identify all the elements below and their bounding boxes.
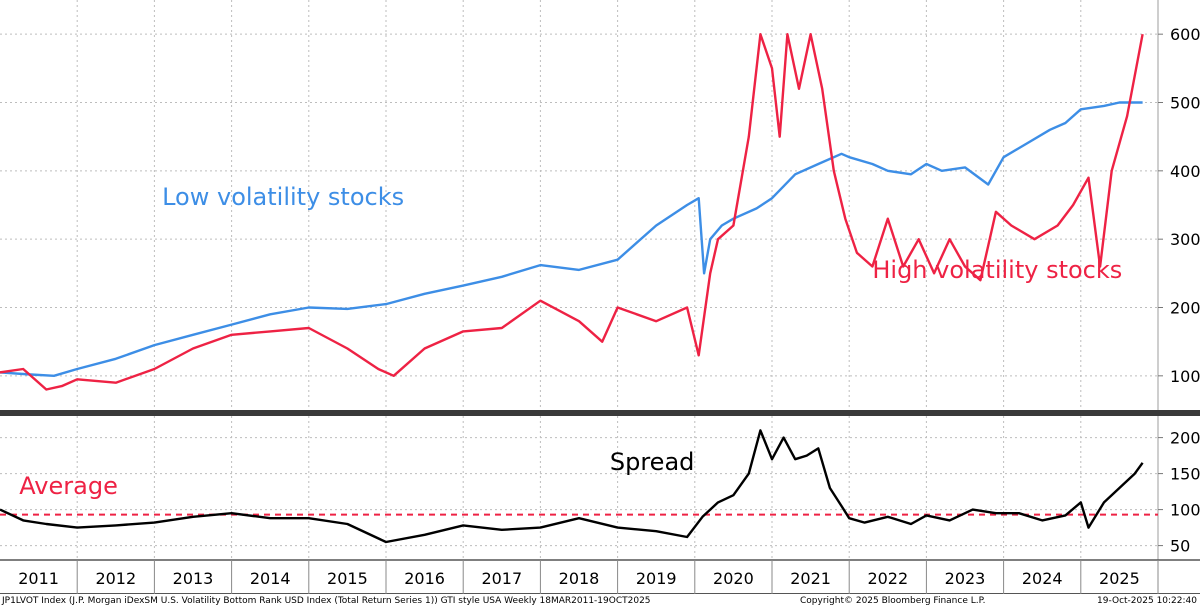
x-tick-label: 2016 (404, 569, 445, 588)
annotation-average: Average (19, 472, 118, 500)
x-tick-label: 2020 (713, 569, 754, 588)
footer-source: JP1LVOT Index (J.P. Morgan iDexSM U.S. V… (2, 596, 651, 606)
y-tick-label: 400 (1170, 162, 1200, 181)
x-tick-label: 2014 (250, 569, 291, 588)
spread-line (0, 429, 1144, 544)
x-tick-label: 2019 (636, 569, 677, 588)
y-tick-label: 100 (1170, 501, 1200, 520)
x-tick-label: 2012 (95, 569, 136, 588)
y-tick-label: 600 (1170, 25, 1200, 44)
y-tick-label: 200 (1170, 299, 1200, 318)
x-tick-label: 2021 (790, 569, 831, 588)
x-tick-label: 2017 (481, 569, 522, 588)
annotation-spread: Spread (610, 448, 695, 476)
footer-copyright: Copyright© 2025 Bloomberg Finance L.P. (800, 596, 986, 606)
x-tick-label: 2024 (1022, 569, 1063, 588)
x-tick-label: 2011 (18, 569, 59, 588)
y-tick-label: 300 (1170, 230, 1200, 249)
x-tick-label: 2025 (1099, 569, 1140, 588)
y-tick-label: 200 (1170, 429, 1200, 448)
high-volatility-stocks-line (0, 33, 1144, 391)
x-tick-label: 2018 (559, 569, 600, 588)
chart-canvas: 100 200 300 400 500 600 Low volatility stocks H… (0, 0, 1200, 594)
x-tick-label: 2013 (173, 569, 214, 588)
annotation-high-volatility-stocks: High volatility stocks (872, 256, 1122, 284)
x-tick-label: 2022 (867, 569, 908, 588)
panel-separator (0, 410, 1200, 416)
footer-timestamp: 19-Oct-2025 10:22:40 (1097, 596, 1197, 606)
y-tick-label: 50 (1170, 537, 1190, 556)
y-tick-label: 100 (1170, 367, 1200, 386)
x-tick-label: 2015 (327, 569, 368, 588)
low-volatility-stocks-line (0, 101, 1143, 377)
y-tick-label: 150 (1170, 465, 1200, 484)
y-tick-label: 500 (1170, 94, 1200, 113)
x-tick-label: 2023 (945, 569, 986, 588)
annotation-low-volatility-stocks: Low volatility stocks (162, 183, 404, 211)
